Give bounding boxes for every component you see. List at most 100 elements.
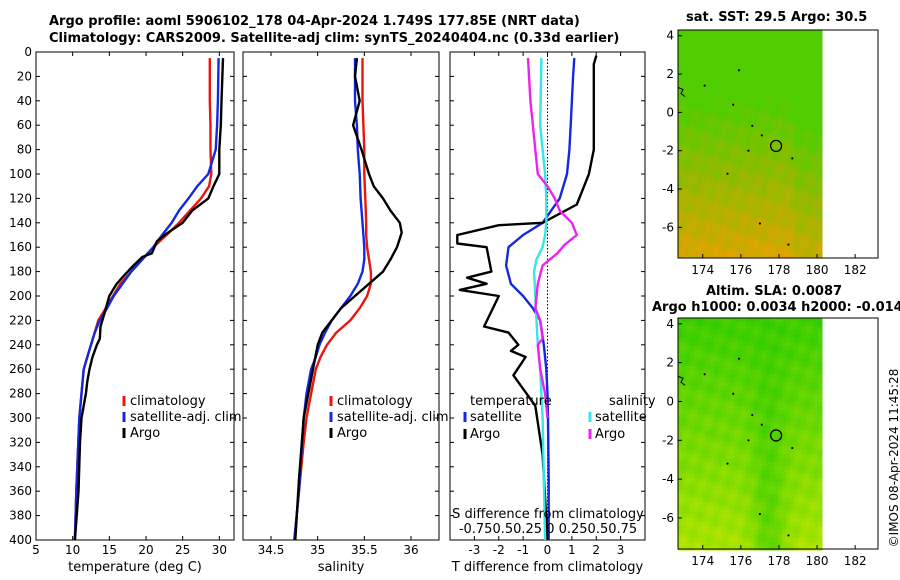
- map-cell: [682, 394, 687, 399]
- map-cell: [798, 58, 803, 63]
- map-cell: [706, 78, 711, 83]
- map-cell: [798, 482, 803, 487]
- map-cell: [702, 358, 707, 363]
- map-cell: [694, 382, 699, 387]
- map-cell: [690, 154, 695, 159]
- map-cell: [814, 110, 819, 115]
- map-cell: [702, 478, 707, 483]
- map-cell: [766, 382, 771, 387]
- map-cell: [758, 66, 763, 71]
- map-cell: [682, 526, 687, 531]
- map-cell: [714, 218, 719, 223]
- map-cell: [682, 442, 687, 447]
- map-cell: [742, 166, 747, 171]
- map-cell: [806, 194, 811, 199]
- map-cell: [754, 34, 759, 39]
- map-cell: [786, 350, 791, 355]
- x-tick-label: 35.5: [351, 543, 378, 557]
- map-cell: [790, 30, 795, 35]
- map-cell: [782, 106, 787, 111]
- map-cell: [714, 350, 719, 355]
- map-cell: [814, 70, 819, 75]
- map-cell: [698, 358, 703, 363]
- map-cell: [814, 342, 819, 347]
- map-cell: [710, 66, 715, 71]
- map-cell: [762, 174, 767, 179]
- map-cell: [682, 58, 687, 63]
- map-cell: [722, 402, 727, 407]
- map-cell: [770, 110, 775, 115]
- map-cell: [702, 158, 707, 163]
- map-cell: [682, 206, 687, 211]
- map-cell: [686, 406, 691, 411]
- map-cell: [706, 54, 711, 59]
- map-cell: [678, 522, 683, 527]
- map-cell: [726, 62, 731, 67]
- map-cell: [746, 374, 751, 379]
- map-cell: [742, 402, 747, 407]
- map-cell: [806, 186, 811, 191]
- map-cell: [702, 418, 707, 423]
- map-cell: [686, 490, 691, 495]
- map-cell: [710, 450, 715, 455]
- map-cell: [778, 50, 783, 55]
- map-cell: [810, 510, 815, 515]
- map-cell: [734, 214, 739, 219]
- map-cell: [782, 230, 787, 235]
- map-cell: [694, 378, 699, 383]
- map-cell: [710, 474, 715, 479]
- map-cell: [710, 530, 715, 535]
- map-cell: [786, 42, 791, 47]
- map-cell: [782, 142, 787, 147]
- map-cell: [742, 446, 747, 451]
- map-cell: [706, 358, 711, 363]
- map-cell: [774, 182, 779, 187]
- map-cell: [778, 106, 783, 111]
- map-cell: [742, 530, 747, 535]
- map-cell: [754, 370, 759, 375]
- map-cell: [810, 74, 815, 79]
- map-cell: [790, 170, 795, 175]
- map-cell: [734, 354, 739, 359]
- map-cell: [722, 178, 727, 183]
- map-cell: [786, 70, 791, 75]
- map-cell: [818, 170, 823, 175]
- map-cell: [710, 370, 715, 375]
- map-cell: [750, 214, 755, 219]
- map-cell: [714, 214, 719, 219]
- map-cell: [806, 398, 811, 403]
- map-cell: [754, 350, 759, 355]
- map-cell: [690, 434, 695, 439]
- map-cell: [810, 530, 815, 535]
- map-cell: [726, 386, 731, 391]
- map-cell: [734, 490, 739, 495]
- map-cell: [814, 546, 819, 551]
- map-cell: [678, 34, 683, 39]
- map-cell: [734, 442, 739, 447]
- map-cell: [790, 154, 795, 159]
- map-cell: [694, 414, 699, 419]
- map-cell: [742, 378, 747, 383]
- map-cell: [818, 410, 823, 415]
- map-cell: [750, 62, 755, 67]
- map-cell: [798, 230, 803, 235]
- map-cell: [706, 466, 711, 471]
- map-cell: [798, 210, 803, 215]
- map-cell: [686, 538, 691, 543]
- map-cell: [786, 374, 791, 379]
- map-cell: [786, 494, 791, 499]
- map-cell: [806, 246, 811, 251]
- map-cell: [766, 254, 771, 259]
- map-cell: [794, 126, 799, 131]
- map-cell: [762, 530, 767, 535]
- map-cell: [686, 446, 691, 451]
- map-cell: [686, 250, 691, 255]
- map-cell: [818, 478, 823, 483]
- map-cell: [718, 382, 723, 387]
- map-cell: [738, 366, 743, 371]
- map-cell: [678, 494, 683, 499]
- map-cell: [758, 538, 763, 543]
- map-cell: [694, 106, 699, 111]
- x-axis-label: temperature (deg C): [68, 560, 202, 575]
- map-cell: [786, 210, 791, 215]
